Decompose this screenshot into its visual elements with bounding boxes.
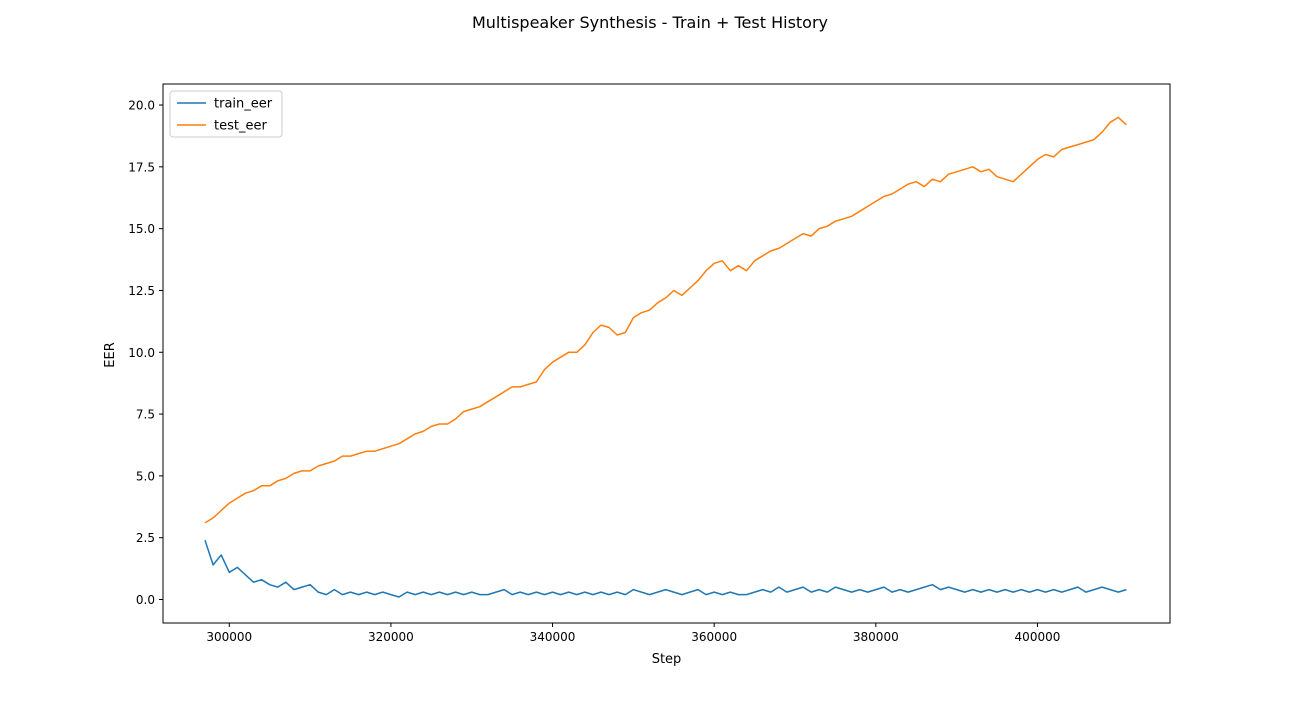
chart-title: Multispeaker Synthesis - Train + Test Hi… (472, 13, 828, 32)
y-tick-label: 12.5 (128, 284, 155, 298)
y-tick-label: 2.5 (136, 531, 155, 545)
series-line-test_eer (204, 116, 1127, 524)
series-line-train_eer (204, 539, 1127, 598)
plot-frame (162, 83, 1171, 624)
x-tick-label: 300000 (206, 630, 252, 644)
x-tick-label: 360000 (691, 630, 737, 644)
x-tick-label: 320000 (368, 630, 414, 644)
legend-label-train_eer: train_eer (214, 97, 273, 112)
x-tick-label: 400000 (1015, 630, 1061, 644)
x-axis-label: Step (652, 652, 682, 667)
y-tick-label: 20.0 (128, 99, 155, 113)
y-tick-label: 5.0 (136, 469, 155, 483)
legend-label-test_eer: test_eer (214, 119, 267, 134)
x-axis: 300000 320000 340000 360000 380000 400000 (206, 623, 1060, 644)
x-tick-label: 380000 (853, 630, 899, 644)
y-axis-label: EER (103, 342, 118, 367)
legend: train_eer test_eer (169, 90, 283, 138)
y-tick-label: 17.5 (128, 160, 155, 174)
y-tick-label: 0.0 (136, 593, 155, 607)
y-axis: 0.0 2.5 5.0 7.5 10.0 12.5 15.0 17.5 20.0 (128, 99, 163, 607)
y-tick-label: 7.5 (136, 408, 155, 422)
y-tick-label: 10.0 (128, 346, 155, 360)
x-tick-label: 340000 (530, 630, 576, 644)
plot-area (162, 83, 1171, 624)
y-tick-label: 15.0 (128, 222, 155, 236)
